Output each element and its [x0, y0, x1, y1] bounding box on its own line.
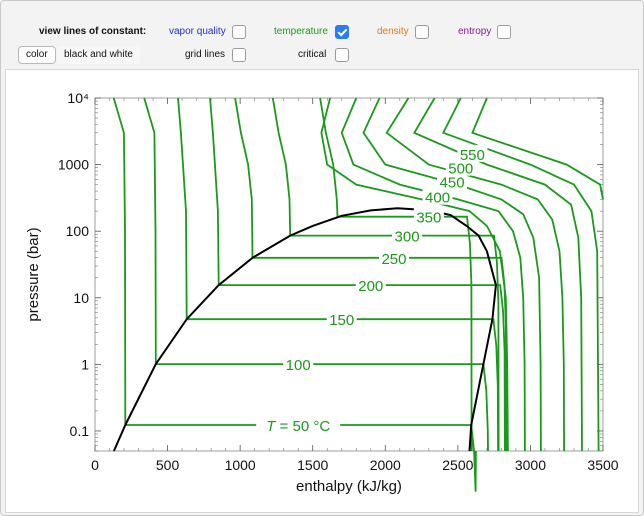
density-label: density: [377, 26, 409, 37]
isotherm-line: [340, 97, 526, 452]
x-axis-label: enthalpy (kJ/kg): [296, 478, 402, 495]
color-button[interactable]: color: [18, 46, 56, 64]
y-tick-label: 1: [81, 356, 89, 372]
isotherm-label: 300: [395, 229, 420, 246]
critical-label: critical: [298, 49, 327, 60]
temperature-checkbox[interactable]: [335, 25, 349, 39]
isotherm-label: 350: [416, 210, 441, 227]
isotherm-label-bg: [413, 207, 444, 225]
vapor-quality-label: vapor quality: [169, 26, 226, 37]
isotherm-label-bg: [392, 226, 423, 244]
vapor-quality-checkbox[interactable]: [232, 25, 246, 39]
isotherm-label-bg: [256, 415, 341, 433]
isotherm-label-bg: [445, 158, 476, 176]
x-tick-label: 500: [156, 457, 180, 473]
isotherm-line: [320, 97, 509, 452]
isotherm-label-bg: [355, 276, 386, 294]
pressure-enthalpy-chart[interactable]: 0 500 1000 1500 2000 2500 3000 3500 0.1 1 10 100 100…: [6, 70, 638, 512]
isotherm-line: [319, 97, 473, 452]
y-tick-label: 1000: [58, 157, 89, 173]
x-tick-label: 1000: [225, 457, 256, 473]
y-axis-label: pressure (bar): [25, 227, 42, 321]
isotherm-label-bg: [378, 248, 409, 266]
isotherm-label-bg: [326, 310, 357, 328]
black-and-white-button[interactable]: black and white: [57, 46, 140, 64]
isotherm-line: [471, 97, 604, 200]
isotherm-line: [177, 97, 499, 452]
isotherm-label: 200: [358, 278, 383, 295]
isotherm-label-bg: [457, 144, 488, 162]
isotherm-line: [413, 97, 583, 452]
isotherm-line: [143, 97, 489, 452]
isotherm-label: T = 50 °C: [266, 418, 330, 435]
isotherm-label: 550: [460, 147, 485, 164]
x-tick-label: 2000: [370, 457, 401, 473]
x-tick-label: 3500: [587, 457, 618, 473]
isotherm-line: [385, 97, 565, 452]
isotherm-label: 500: [448, 161, 473, 178]
plot-panel: 0 500 1000 1500 2000 2500 3000 3500 0.1 1 10 100 100…: [5, 69, 639, 513]
entropy-checkbox[interactable]: [497, 25, 511, 39]
y-tick-label: 10: [73, 290, 89, 306]
y-tick-label: 10⁴: [67, 90, 89, 106]
isotherm-label-bg: [422, 187, 453, 205]
isotherm-label-bg: [437, 172, 468, 190]
view-lines-label: view lines of constant:: [39, 26, 147, 37]
isotherm-label: 100: [286, 357, 311, 374]
x-tick-label: 2500: [442, 457, 473, 473]
isotherm-line: [362, 97, 542, 452]
isotherm-label: 250: [381, 251, 406, 268]
isotherm-label: 450: [440, 174, 465, 191]
x-tick-label: 1500: [297, 457, 328, 473]
density-checkbox[interactable]: [415, 25, 429, 39]
isotherm-label-bg: [283, 355, 314, 373]
critical-checkbox[interactable]: [335, 48, 349, 62]
y-tick-label: 0.1: [70, 423, 90, 439]
y-tick-label: 100: [66, 223, 90, 239]
x-tick-label: 3000: [515, 457, 546, 473]
isotherm-label: 150: [329, 312, 354, 329]
plot-frame: [94, 97, 604, 452]
isotherm-label: 400: [425, 190, 450, 207]
temperature-label: temperature: [274, 26, 328, 37]
x-tick-label: 0: [91, 457, 99, 473]
entropy-label: entropy: [458, 26, 492, 37]
grid-lines-label: grid lines: [185, 49, 226, 60]
control-panel: view lines of constant: vapor quality te…: [1, 1, 643, 69]
saturation-dome-curve: [112, 207, 497, 452]
isotherm-line: [442, 97, 600, 452]
grid-lines-checkbox[interactable]: [232, 48, 246, 62]
